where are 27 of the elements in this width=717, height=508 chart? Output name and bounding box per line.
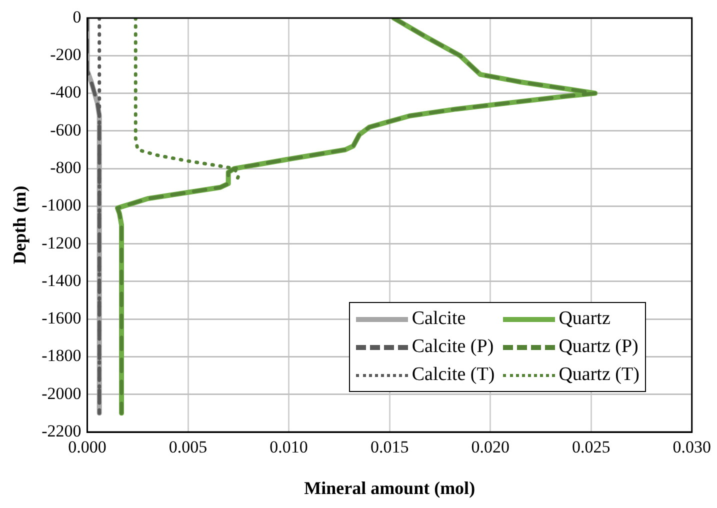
y-tick-label: -1400 <box>42 270 82 290</box>
y-tick-label: -1600 <box>42 308 82 328</box>
y-tick-label: -800 <box>50 158 82 178</box>
legend-label: Calcite <box>412 307 466 331</box>
y-axis-title: Depth (m) <box>9 186 30 264</box>
x-axis-title: Mineral amount (mol) <box>304 478 476 498</box>
x-tick-label: 0.000 <box>68 438 106 457</box>
y-tick-label: -1800 <box>42 346 82 366</box>
x-tick-label: 0.005 <box>168 438 208 457</box>
y-tick-label: -600 <box>50 120 82 140</box>
y-tick-label: -200 <box>50 45 82 64</box>
y-tick-label: -400 <box>50 82 82 102</box>
y-tick-label: -1000 <box>42 196 82 215</box>
x-tick-label: 0.010 <box>270 438 308 457</box>
y-tick-label: -2200 <box>42 421 82 440</box>
x-tick-label: 0.025 <box>572 438 610 457</box>
y-tick-label: -1200 <box>42 233 82 252</box>
legend-label: Quartz (P) <box>558 335 638 359</box>
legend-label: Calcite (T) <box>412 363 495 387</box>
y-tick-label: 0 <box>72 7 82 26</box>
x-tick-label: 0.015 <box>370 438 409 457</box>
y-tick-label: -2000 <box>42 384 82 403</box>
legend-label: Calcite (P) <box>412 335 494 359</box>
x-tick-label: 0.020 <box>471 438 510 457</box>
legend-label: Quartz <box>558 307 610 331</box>
x-tick-label: 0.030 <box>672 438 711 457</box>
legend-label: Quartz (T) <box>558 363 640 387</box>
